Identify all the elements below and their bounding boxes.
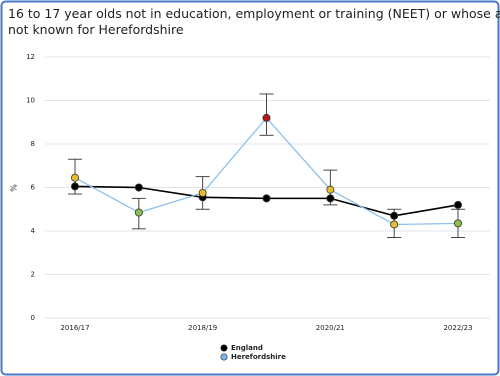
chart-title: 16 to 17 year olds not in education, emp…	[8, 6, 500, 37]
y-axis-label: %	[10, 184, 19, 192]
legend-label: Herefordshire	[231, 353, 286, 361]
legend-marker	[220, 353, 228, 361]
y-tick-label: 4	[31, 227, 36, 235]
y-tick-label: 6	[31, 184, 36, 192]
data-point	[71, 173, 80, 182]
data-point	[326, 185, 335, 194]
data-point	[453, 200, 462, 209]
data-point	[134, 208, 143, 217]
y-tick-label: 10	[26, 97, 35, 105]
data-point	[453, 219, 462, 228]
y-tick-label: 0	[31, 314, 35, 322]
y-tick-label: 8	[31, 140, 35, 148]
data-point	[262, 194, 271, 203]
x-tick-label: 2020/21	[316, 324, 345, 332]
data-point	[134, 183, 143, 192]
x-tick-label: 2018/19	[188, 324, 217, 332]
data-point	[390, 220, 399, 229]
y-tick-label: 12	[26, 53, 35, 61]
legend-label: England	[231, 344, 263, 352]
data-point	[71, 182, 80, 191]
x-tick-label: 2016/17	[60, 324, 89, 332]
legend-marker	[220, 344, 228, 352]
data-point	[326, 194, 335, 203]
data-point	[198, 188, 207, 197]
y-tick-label: 2	[31, 271, 35, 279]
data-point	[390, 211, 399, 220]
x-tick-label: 2022/23	[443, 324, 472, 332]
data-point	[262, 113, 271, 122]
